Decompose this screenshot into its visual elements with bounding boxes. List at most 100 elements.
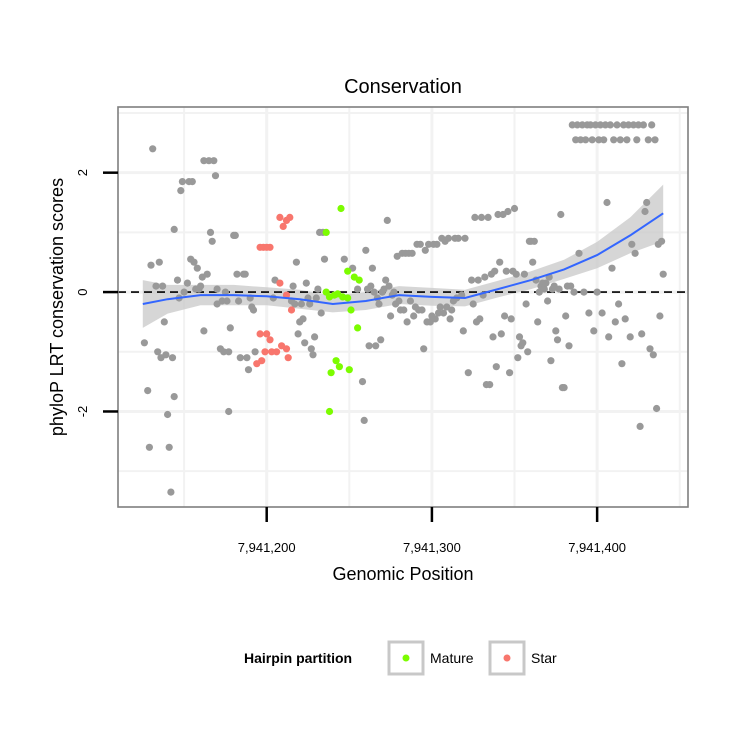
data-point-other [481,273,489,281]
data-point-other [623,136,631,144]
data-point-other [354,285,362,293]
smooth-trend-line [142,212,664,306]
data-point-other [145,443,153,451]
data-point-other [291,300,299,308]
data-point-other [210,157,218,165]
data-point-star [276,279,284,287]
x-tick-label: 7,941,200 [238,540,296,555]
data-point-other [626,333,634,341]
data-point-other [624,121,633,129]
data-point-other [297,300,305,308]
data-point-star [266,336,274,344]
data-point-other [649,351,657,359]
data-point-other [494,210,502,219]
data-point-star [286,213,294,221]
data-point-other [180,288,188,296]
data-point-other [358,378,367,386]
data-point-other [618,360,626,368]
data-point-other [573,121,581,129]
data-point-other [244,366,253,374]
data-point-other [367,282,375,290]
data-point-other [502,267,510,275]
data-point-other [406,297,414,305]
data-point-other [634,121,643,129]
data-point-other [144,387,152,395]
data-point-other [567,282,575,290]
data-point-other [408,249,416,257]
data-point-other [514,354,522,362]
data-point-mature [325,407,334,416]
data-point-other [420,345,428,353]
data-point-other [162,351,170,359]
legend-key-mature [387,640,425,676]
data-point-other [512,270,520,278]
y-axis-title: phyloP LRT conservation scores [47,178,67,436]
data-point-other [190,258,198,266]
data-point-other [658,237,666,245]
chart-title: Conservation [344,76,462,98]
data-point-other [159,282,167,290]
legend-title: Hairpin partition [244,650,352,666]
data-point-other [540,285,548,293]
data-point-other [557,210,565,219]
data-point-other [519,339,527,347]
data-point-other [552,327,560,335]
data-point-star [287,306,296,314]
data-point-other [165,443,173,451]
data-point-other [515,333,524,341]
data-point-other [251,348,259,356]
data-point-other [570,288,578,296]
data-point-other [177,187,185,195]
data-point-other [575,249,583,257]
data-point-other [436,303,444,311]
data-point-other [226,324,234,332]
data-point-other [306,300,314,308]
data-point-other [225,407,233,416]
data-point-other [464,369,472,377]
data-point-other [206,228,215,236]
data-point-other [446,315,454,323]
data-point-other [382,276,390,284]
data-point-star [261,348,269,356]
data-point-other [471,213,479,221]
data-point-other [147,261,155,269]
data-point-other [631,249,639,257]
data-point-other [307,345,315,353]
data-point-star [263,330,271,338]
data-point-other [433,240,441,248]
data-point-other [400,306,408,314]
data-point-other [621,315,629,323]
data-point-other [188,178,196,186]
data-point-other [492,363,500,371]
data-point-other [542,279,550,287]
data-point-mature [344,267,352,275]
legend-label-mature: Mature [430,650,474,666]
data-point-other [506,369,514,377]
data-point-other [170,393,178,401]
data-point-other [294,330,302,338]
data-point-star [284,354,292,362]
data-point-other [155,258,163,266]
data-point-other [653,404,661,413]
data-point-other [639,121,648,129]
data-point-other [410,312,418,320]
data-point-other [651,136,659,144]
data-point-other [448,306,456,314]
data-point-other [644,136,652,144]
data-point-other [149,145,157,153]
data-point-other [387,312,395,320]
data-point-other [320,255,329,263]
data-point-other [385,282,393,290]
legend: Hairpin partition Mature Star [244,640,557,676]
data-point-other [585,309,593,317]
data-point-other [395,297,403,305]
data-point-other [638,330,646,338]
data-point-other [643,198,651,207]
data-point-other [568,121,576,129]
data-point-mature [355,276,363,284]
x-tick-label: 7,941,300 [403,540,461,555]
data-point-other [477,213,486,221]
x-axis: 7,941,200 7,941,300 7,941,400 [238,507,626,555]
y-tick-label: -2 [75,406,90,418]
data-point-other [588,136,596,144]
